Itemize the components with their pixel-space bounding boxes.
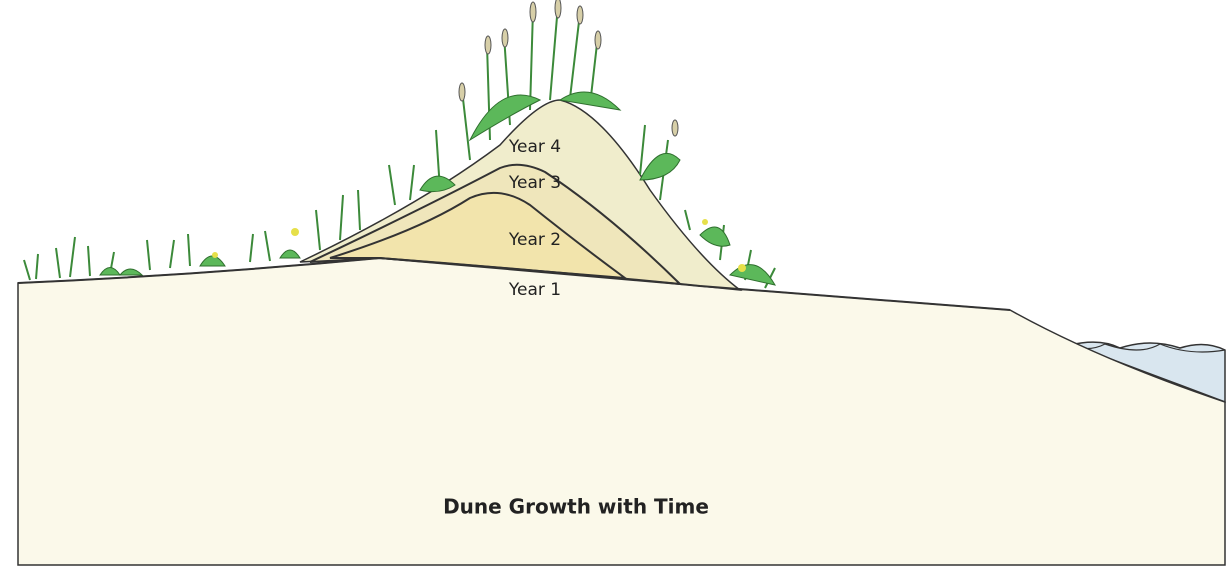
ground-line xyxy=(17,256,1011,311)
layer-label: Year 4 xyxy=(508,137,561,157)
layer-label: Year 3 xyxy=(508,173,561,193)
wave xyxy=(1069,343,1226,353)
water xyxy=(1067,341,1226,404)
diagram-title: Dune Growth with Time xyxy=(443,495,709,519)
layer-year-2 xyxy=(329,191,629,280)
ground xyxy=(17,257,1226,566)
layer-label: Year 1 xyxy=(508,280,561,300)
layer-label: Year 2 xyxy=(508,230,561,250)
vegetation xyxy=(23,0,776,289)
